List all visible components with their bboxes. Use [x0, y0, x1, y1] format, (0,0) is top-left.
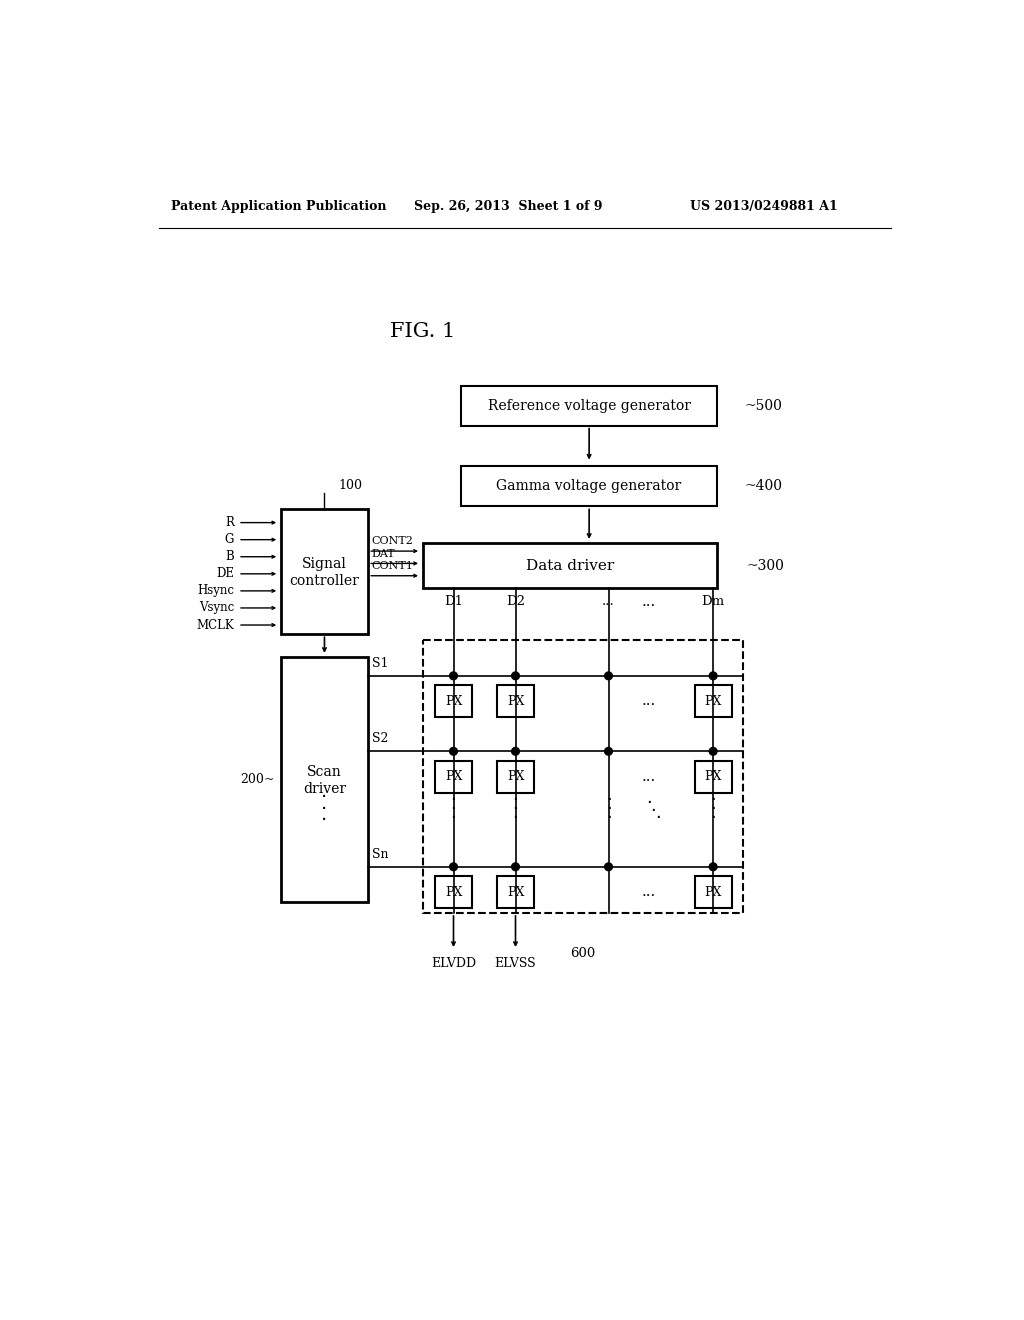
Bar	[435, 876, 472, 908]
Circle shape	[604, 747, 612, 755]
Bar	[694, 760, 732, 793]
Text: Sep. 26, 2013  Sheet 1 of 9: Sep. 26, 2013 Sheet 1 of 9	[414, 199, 602, 213]
Bar	[435, 760, 472, 793]
Text: ·: ·	[322, 788, 328, 807]
Text: controller: controller	[290, 574, 359, 587]
Text: ·: ·	[451, 800, 457, 818]
Text: G: G	[225, 533, 234, 546]
Bar	[423, 640, 742, 913]
Text: DE: DE	[216, 568, 234, 581]
Text: ·: ·	[322, 810, 328, 830]
Bar	[281, 508, 369, 635]
Circle shape	[512, 863, 519, 871]
Circle shape	[512, 747, 519, 755]
Text: ·: ·	[650, 801, 656, 820]
Text: PX: PX	[705, 770, 722, 783]
Bar	[497, 760, 535, 793]
Text: DAT: DAT	[372, 549, 395, 558]
Text: PX: PX	[705, 886, 722, 899]
Bar	[461, 385, 717, 425]
Text: PX: PX	[444, 886, 462, 899]
Text: ...: ...	[642, 770, 656, 784]
Text: Signal: Signal	[302, 557, 347, 570]
Circle shape	[710, 863, 717, 871]
Text: driver: driver	[303, 781, 346, 796]
Circle shape	[450, 863, 458, 871]
Text: ·: ·	[646, 793, 651, 812]
Text: ·: ·	[711, 791, 716, 809]
Circle shape	[604, 863, 612, 871]
Text: Vsync: Vsync	[199, 602, 234, 614]
Text: PX: PX	[444, 770, 462, 783]
Bar	[435, 685, 472, 718]
Bar	[281, 657, 369, 903]
Text: ·: ·	[655, 809, 660, 828]
Text: ·: ·	[322, 800, 328, 818]
Text: D1: D1	[444, 595, 463, 609]
Text: Hsync: Hsync	[198, 585, 234, 598]
Text: ·: ·	[605, 809, 611, 828]
Text: ·: ·	[605, 800, 611, 818]
Text: MCLK: MCLK	[197, 619, 234, 631]
Text: ...: ...	[642, 886, 656, 899]
Circle shape	[710, 747, 717, 755]
Text: Scan: Scan	[307, 766, 342, 779]
Circle shape	[604, 672, 612, 680]
Text: ·: ·	[711, 800, 716, 818]
Text: R: R	[225, 516, 234, 529]
Text: ...: ...	[602, 595, 614, 609]
Text: ELVSS: ELVSS	[495, 957, 537, 970]
Text: S1: S1	[372, 656, 389, 669]
Text: D2: D2	[506, 595, 525, 609]
Text: ELVDD: ELVDD	[431, 957, 476, 970]
Text: ~400: ~400	[744, 479, 782, 494]
Bar	[694, 685, 732, 718]
Text: Reference voltage generator: Reference voltage generator	[487, 399, 690, 413]
Text: CONT2: CONT2	[372, 536, 414, 546]
Text: Dm: Dm	[701, 595, 725, 609]
Text: S2: S2	[372, 733, 388, 744]
Text: ...: ...	[642, 694, 656, 709]
Bar	[497, 685, 535, 718]
Text: Data driver: Data driver	[525, 558, 613, 573]
Text: B: B	[225, 550, 234, 564]
Text: 100: 100	[338, 479, 362, 492]
Text: ·: ·	[451, 791, 457, 809]
Text: FIG. 1: FIG. 1	[390, 322, 456, 341]
Text: Sn: Sn	[372, 847, 389, 861]
Text: US 2013/0249881 A1: US 2013/0249881 A1	[689, 199, 838, 213]
Text: Gamma voltage generator: Gamma voltage generator	[497, 479, 682, 494]
Text: ·: ·	[605, 791, 611, 809]
Text: ~500: ~500	[744, 399, 782, 413]
Text: PX: PX	[705, 694, 722, 708]
Text: ·: ·	[711, 809, 716, 828]
Bar	[423, 544, 717, 589]
Text: 200~: 200~	[240, 774, 274, 787]
Text: CONT1: CONT1	[372, 561, 414, 572]
Bar	[497, 876, 535, 908]
Bar	[694, 876, 732, 908]
Circle shape	[450, 672, 458, 680]
Text: ...: ...	[642, 595, 656, 609]
Text: PX: PX	[444, 694, 462, 708]
Text: PX: PX	[507, 694, 524, 708]
Text: Patent Application Publication: Patent Application Publication	[171, 199, 387, 213]
Text: PX: PX	[507, 770, 524, 783]
Circle shape	[450, 747, 458, 755]
Text: ·: ·	[513, 809, 518, 828]
Text: ·: ·	[513, 800, 518, 818]
Text: 600: 600	[569, 946, 595, 960]
Text: PX: PX	[507, 886, 524, 899]
Circle shape	[710, 672, 717, 680]
Bar	[461, 466, 717, 507]
Circle shape	[512, 672, 519, 680]
Text: ·: ·	[513, 791, 518, 809]
Text: ·: ·	[451, 809, 457, 828]
Text: ~300: ~300	[746, 558, 784, 573]
